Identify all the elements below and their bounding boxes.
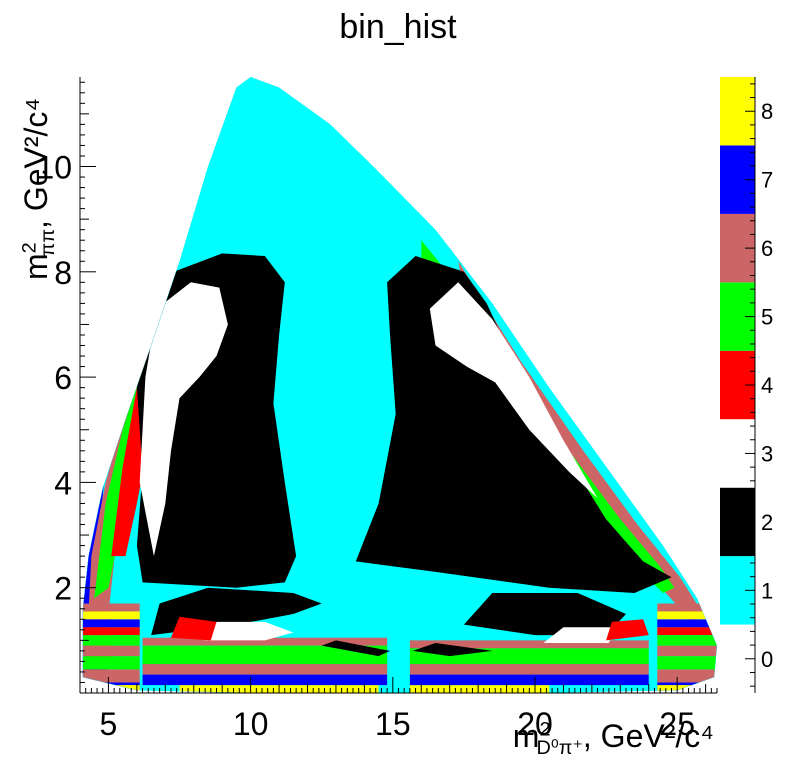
palette-tick-label: 7 xyxy=(761,168,773,193)
region-bin-7 xyxy=(142,674,388,686)
palette-tick-label: 0 xyxy=(761,647,773,672)
region-bin-5 xyxy=(142,645,388,665)
x-tick-label: 15 xyxy=(375,706,411,742)
region-bin-5 xyxy=(94,377,140,599)
region-bin-6 xyxy=(409,640,649,649)
region-bin-6 xyxy=(142,637,388,646)
palette-tick-label: 1 xyxy=(761,578,773,603)
y-tick-label: 2 xyxy=(54,571,72,607)
palette-tick-label: 4 xyxy=(761,373,773,398)
region-bin-8 xyxy=(82,611,140,620)
x-tick-label: 20 xyxy=(517,706,553,742)
y-tick-label: 10 xyxy=(36,150,72,186)
chart-title: bin_hist xyxy=(339,8,457,46)
region-bin-7 xyxy=(82,619,140,628)
palette-tick-label: 8 xyxy=(761,99,773,124)
region-bin-3 xyxy=(205,621,294,641)
region-bin-2 xyxy=(321,640,390,657)
region-bin-7 xyxy=(657,619,717,628)
y-tick-label: 6 xyxy=(54,360,72,396)
region-bin-5 xyxy=(461,282,675,593)
region-bin-2 xyxy=(133,203,144,293)
y-tick-label: 4 xyxy=(54,465,72,501)
region-bin-7 xyxy=(409,674,649,686)
region-bin-8 xyxy=(409,685,550,693)
palette-tick-label: 3 xyxy=(761,441,773,466)
region-bin-3 xyxy=(543,627,615,643)
region-bin-3 xyxy=(429,282,598,499)
region-bin-2 xyxy=(412,643,493,657)
y-axis-label: m2ππ, GeV²/c⁴ xyxy=(18,97,60,280)
palette-tick-label: 2 xyxy=(761,510,773,535)
region-bin-6 xyxy=(657,603,717,612)
region-bin-4 xyxy=(171,616,217,641)
region-bin-2 xyxy=(463,593,626,636)
palette-tick-label: 5 xyxy=(761,305,773,330)
region-bin-6 xyxy=(82,669,140,683)
region-bin-4 xyxy=(657,627,717,636)
region-bin-6 xyxy=(82,645,140,657)
y-tick-label: 8 xyxy=(54,255,72,291)
region-bin-2 xyxy=(355,256,672,593)
region-bin-6 xyxy=(657,669,717,683)
region-bin-4 xyxy=(606,619,649,641)
x-tick-label: 10 xyxy=(233,706,269,742)
x-axis-label: m2D⁰π⁺, GeV²/c⁴ xyxy=(512,718,714,760)
region-bin-8 xyxy=(657,611,717,620)
region-bin-5 xyxy=(82,635,140,646)
region-bin-6 xyxy=(82,603,140,612)
region-bin-5 xyxy=(128,256,149,335)
x-tick-label: 25 xyxy=(659,706,695,742)
x-tick-label: 5 xyxy=(100,706,118,742)
region-bin-5 xyxy=(657,635,717,646)
palette-tick-label: 6 xyxy=(761,236,773,261)
region-bin-4 xyxy=(82,627,140,636)
region-bin-5 xyxy=(82,656,140,670)
region-bin-6 xyxy=(142,664,388,675)
region-bin-3 xyxy=(139,282,228,557)
region-bin-6 xyxy=(657,645,717,657)
region-bin-6 xyxy=(409,664,649,675)
region-bin-5 xyxy=(657,656,717,670)
region-bin-6 xyxy=(458,261,700,625)
